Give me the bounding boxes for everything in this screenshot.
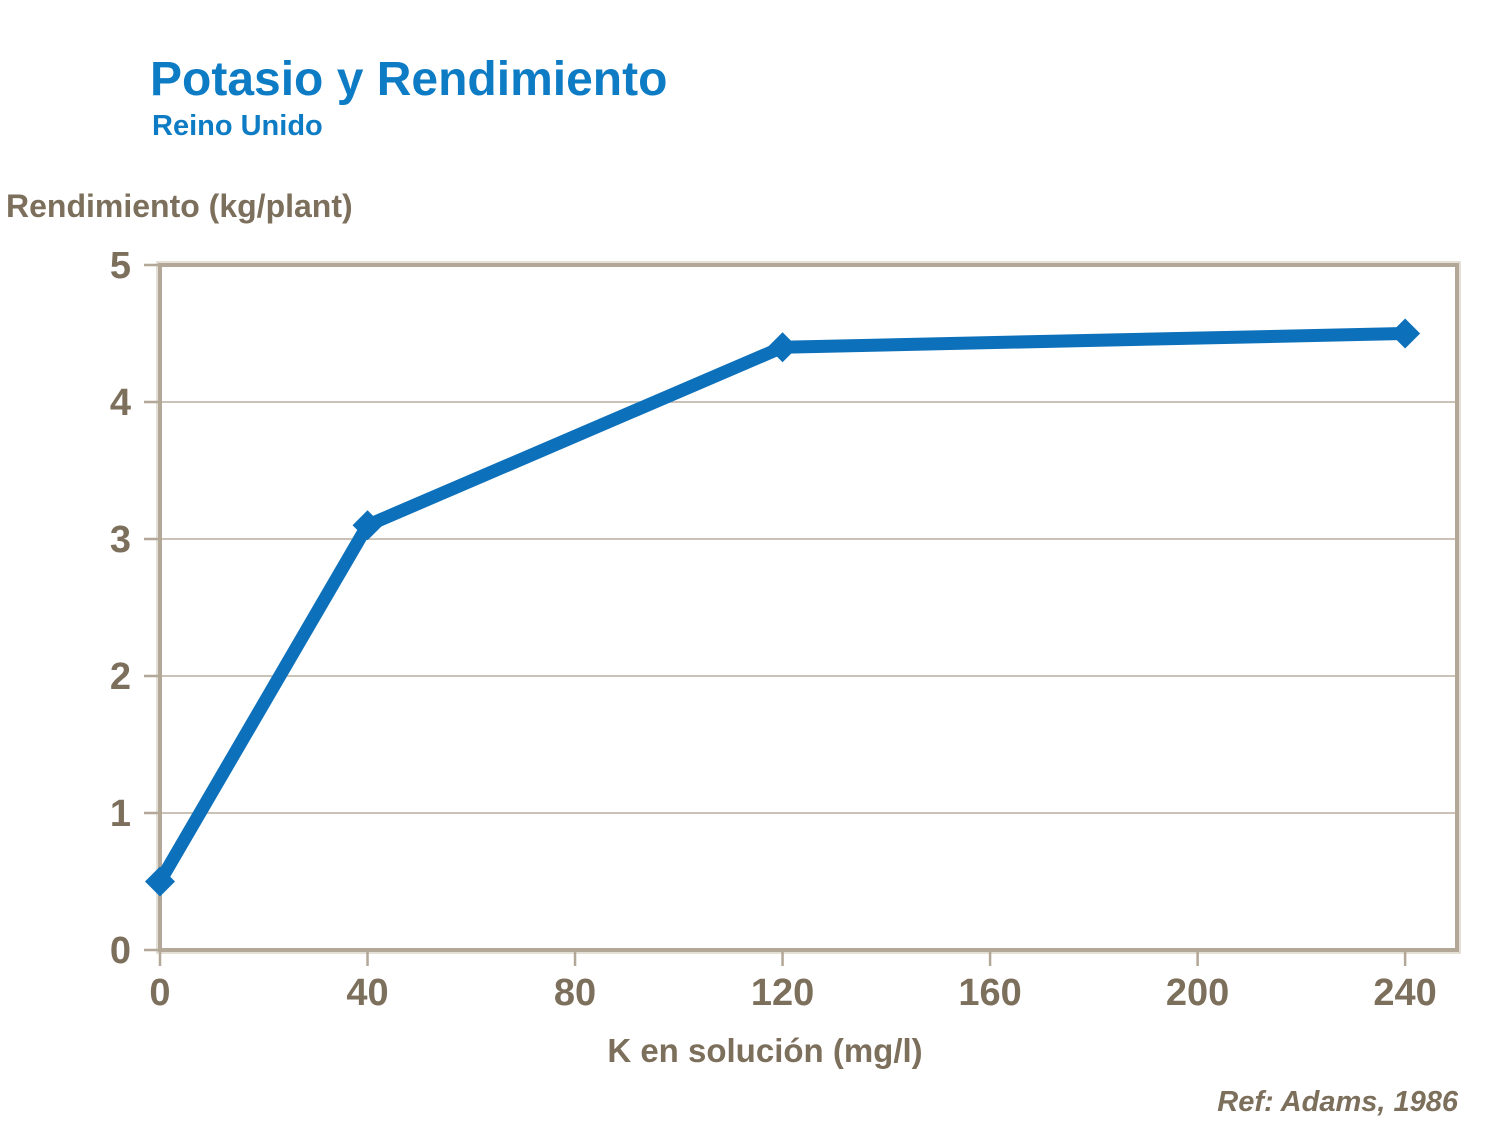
x-tick-label: 120 — [751, 972, 814, 1014]
data-point-marker — [145, 866, 175, 897]
y-tick-label: 3 — [110, 519, 131, 561]
x-tick-label: 0 — [149, 972, 170, 1014]
series-line — [154, 327, 1406, 885]
x-tick-label: 80 — [554, 972, 596, 1014]
x-axis-title: K en solución (mg/l) — [607, 1032, 923, 1069]
plot-border-highlight — [156, 261, 1461, 954]
data-point-marker — [352, 510, 383, 541]
plot-border — [158, 263, 1459, 952]
y-tick-label: 4 — [110, 382, 131, 424]
y-tick-label: 2 — [110, 656, 131, 698]
page-title: Potasio y Rendimiento — [150, 53, 668, 106]
data-point-marker — [767, 332, 798, 363]
y-tick-label: 0 — [110, 930, 131, 972]
data-point-marker — [1390, 318, 1421, 349]
y-tick-label: 1 — [110, 793, 131, 835]
reference-note: Ref: Adams, 1986 — [1217, 1086, 1458, 1118]
y-axis-title: Rendimiento (kg/plant) — [6, 188, 353, 224]
x-tick-label: 240 — [1373, 972, 1436, 1014]
x-tick-label: 160 — [958, 972, 1021, 1014]
x-tick-label: 40 — [346, 972, 388, 1014]
page-subtitle: Reino Unido — [152, 110, 323, 142]
y-tick-label: 5 — [110, 245, 131, 287]
x-tick-label: 200 — [1166, 972, 1229, 1014]
